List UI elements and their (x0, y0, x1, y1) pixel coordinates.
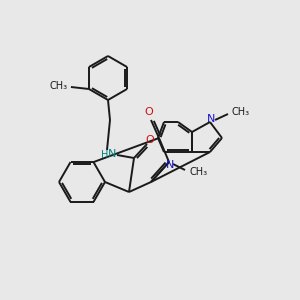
Text: O: O (146, 135, 154, 145)
Text: CH₃: CH₃ (189, 167, 207, 177)
Text: H: H (101, 150, 109, 160)
Text: N: N (207, 114, 215, 124)
Text: N: N (108, 149, 116, 159)
Text: CH₃: CH₃ (232, 107, 250, 117)
Text: O: O (145, 107, 153, 117)
Text: CH₃: CH₃ (50, 81, 68, 91)
Text: N: N (166, 160, 174, 170)
